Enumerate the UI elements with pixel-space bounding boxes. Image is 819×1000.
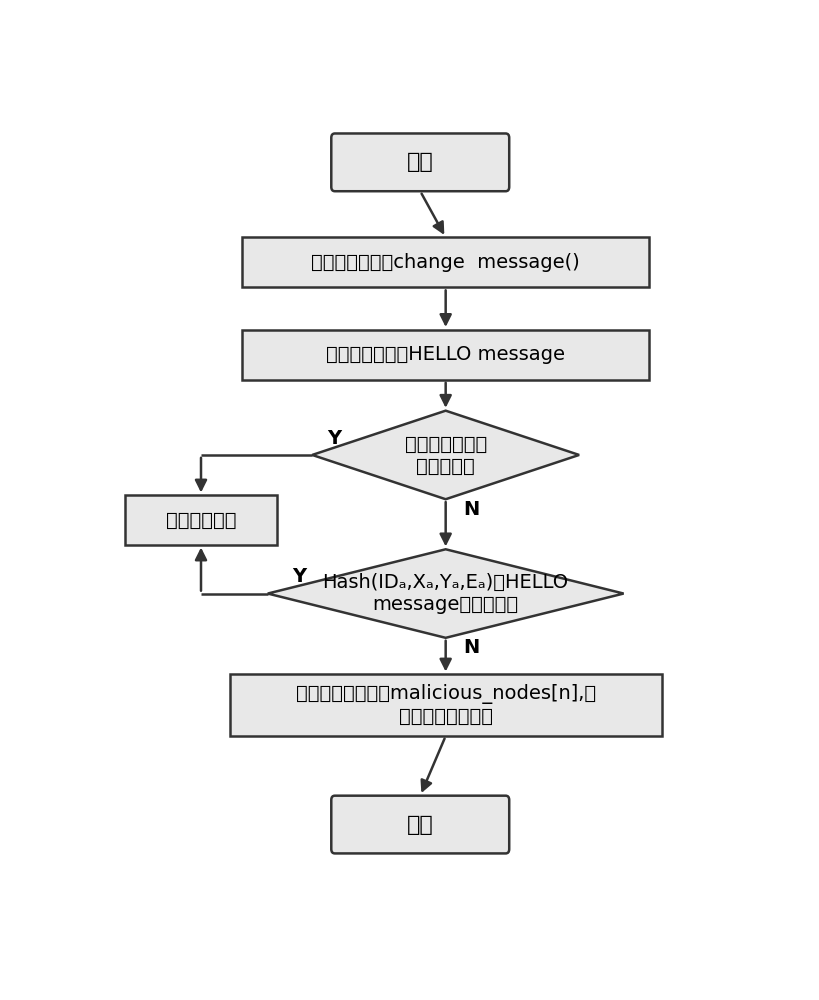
Text: 将该节点放入数组malicious_nodes[n],广
播给邻居将其隔离: 将该节点放入数组malicious_nodes[n],广 播给邻居将其隔离	[295, 684, 595, 726]
Text: Y: Y	[327, 429, 341, 448]
Bar	[229, 674, 661, 736]
Text: 开始: 开始	[406, 152, 433, 172]
FancyBboxPatch shape	[331, 133, 509, 191]
Text: Hash(IDₐ,Xₐ,Yₐ,Eₐ)与HELLO
message中是否相同: Hash(IDₐ,Xₐ,Yₐ,Eₐ)与HELLO message中是否相同	[322, 573, 568, 614]
Text: Y: Y	[292, 567, 306, 586]
Text: N: N	[463, 638, 478, 657]
Text: N: N	[463, 500, 478, 519]
Polygon shape	[312, 411, 578, 499]
Polygon shape	[267, 549, 623, 638]
Bar	[124, 495, 277, 545]
Text: 密鑰环中是否有
相同的密鑰: 密鑰环中是否有 相同的密鑰	[404, 434, 486, 475]
Text: 节点间交换信息change  message(): 节点间交换信息change message()	[311, 253, 579, 272]
Bar	[242, 237, 649, 287]
FancyBboxPatch shape	[331, 796, 509, 853]
Text: 结束: 结束	[406, 815, 433, 835]
Text: 产生会话密鑰: 产生会话密鑰	[165, 511, 236, 530]
Bar	[242, 330, 649, 380]
Text: 收到邻居节点的HELLO message: 收到邻居节点的HELLO message	[326, 345, 564, 364]
